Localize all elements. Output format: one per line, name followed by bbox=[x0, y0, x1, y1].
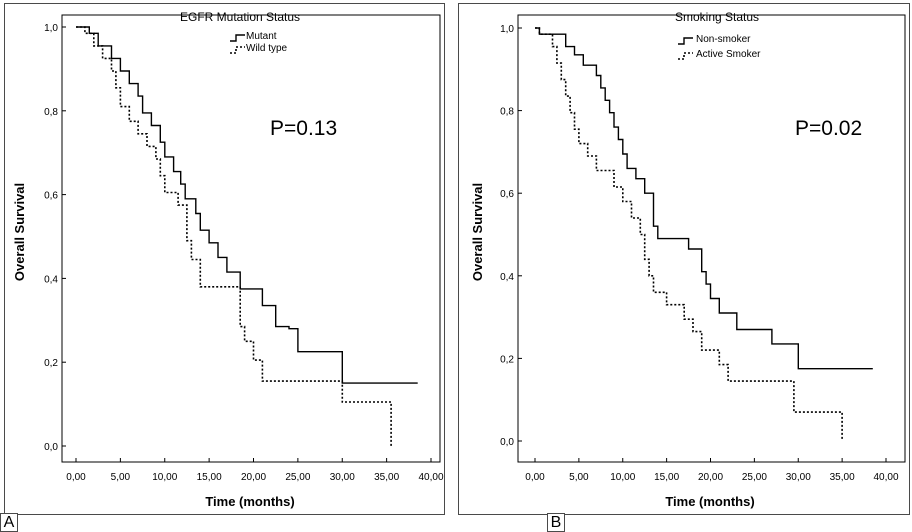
x-tick-label: 0,00 bbox=[66, 472, 86, 483]
x-axis-title: Time (months) bbox=[205, 494, 294, 509]
x-tick-label: 15,00 bbox=[654, 472, 679, 483]
chart-frame bbox=[4, 3, 445, 515]
x-tick-label: 0,00 bbox=[525, 472, 545, 483]
legend-swatch bbox=[678, 37, 693, 45]
y-tick-label: 0,4 bbox=[44, 274, 58, 285]
x-tick-label: 30,00 bbox=[330, 472, 355, 483]
x-tick-label: 20,00 bbox=[698, 472, 723, 483]
x-tick-label: 30,00 bbox=[786, 472, 811, 483]
legend-entry-label: Wild type bbox=[246, 43, 288, 54]
y-tick-label: 0,4 bbox=[500, 272, 514, 283]
x-tick-label: 35,00 bbox=[830, 472, 855, 483]
x-tick-label: 10,00 bbox=[152, 472, 177, 483]
y-tick-label: 1,0 bbox=[44, 23, 58, 34]
x-tick-label: 40,00 bbox=[873, 472, 898, 483]
y-tick-label: 0,2 bbox=[500, 354, 514, 365]
y-tick-label: 0,8 bbox=[44, 107, 58, 118]
x-tick-label: 25,00 bbox=[742, 472, 767, 483]
x-tick-label: 5,00 bbox=[569, 472, 589, 483]
chart-panel-b: 0,00 5,00 10,00 15,00 20,00 25,00 30,00 35,00 40… bbox=[450, 0, 912, 532]
survival-curve-mutant bbox=[76, 26, 418, 384]
plot-area-border bbox=[517, 14, 906, 463]
y-tick-label: 1,0 bbox=[500, 24, 514, 35]
x-axis-title: Time (months) bbox=[665, 494, 754, 509]
legend-swatch bbox=[230, 34, 245, 42]
y-tick-label: 0,0 bbox=[44, 442, 58, 453]
chart-frame bbox=[458, 3, 910, 515]
y-tick-label: 0,2 bbox=[44, 358, 58, 369]
legend-entry-label: Mutant bbox=[246, 31, 277, 42]
x-tick-label: 5,00 bbox=[111, 472, 131, 483]
x-tick-label: 40,00 bbox=[418, 472, 443, 483]
x-tick-label: 25,00 bbox=[285, 472, 310, 483]
km-chart-smoking: 0,00 5,00 10,00 15,00 20,00 25,00 30,00 35,00 40… bbox=[470, 10, 906, 509]
km-chart-egfr: 0,00 5,00 10,00 15,00 20,00 25,00 30,00 35,00 40… bbox=[12, 10, 444, 509]
legend-entry-label: Non-smoker bbox=[696, 34, 751, 45]
x-tick-label: 15,00 bbox=[197, 472, 222, 483]
panel-label: A bbox=[0, 513, 18, 532]
legend-title: EGFR Mutation Status bbox=[180, 10, 300, 24]
y-tick-label: 0,8 bbox=[500, 107, 514, 118]
survival-curve-active-smoker bbox=[535, 27, 843, 439]
legend-title: Smoking Status bbox=[675, 10, 759, 24]
x-tick-label: 10,00 bbox=[610, 472, 635, 483]
chart-panel-a: 0,00 5,00 10,00 15,00 20,00 25,00 30,00 35,00 40… bbox=[0, 0, 450, 532]
legend-entry-label: Active Smoker bbox=[696, 49, 761, 60]
legend-swatch bbox=[678, 52, 693, 60]
legend-swatch bbox=[230, 46, 245, 54]
survival-curve-non-smoker bbox=[535, 27, 873, 370]
p-value-annotation: P=0.13 bbox=[270, 117, 337, 140]
y-axis-title: Overall Survival bbox=[12, 183, 27, 281]
y-tick-label: 0,6 bbox=[500, 189, 514, 200]
panel-label: B bbox=[547, 513, 565, 532]
plot-area-border bbox=[61, 14, 441, 463]
p-value-annotation: P=0.02 bbox=[795, 117, 862, 140]
y-tick-label: 0,0 bbox=[500, 437, 514, 448]
x-tick-label: 35,00 bbox=[374, 472, 399, 483]
y-tick-label: 0,6 bbox=[44, 191, 58, 202]
x-tick-label: 20,00 bbox=[241, 472, 266, 483]
y-axis-title: Overall Survival bbox=[470, 183, 485, 281]
survival-curve-wild-type bbox=[76, 26, 392, 446]
